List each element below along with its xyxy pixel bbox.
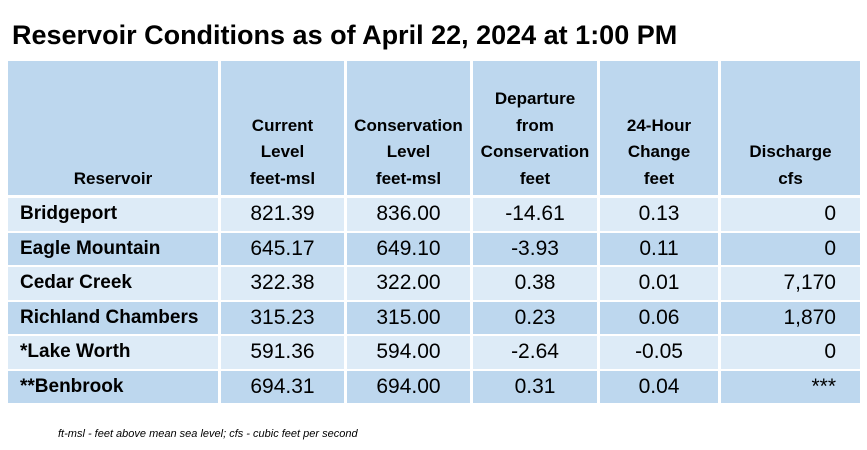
column-header-line: Conservation: [354, 115, 463, 135]
departure-cell: -14.61: [473, 198, 600, 233]
column-header-discharge: Discharge cfs: [721, 61, 860, 198]
reservoir-name-cell: Bridgeport: [8, 198, 221, 233]
table-row: Cedar Creek 322.38 322.00 0.38 0.01 7,17…: [8, 267, 860, 302]
discharge-cell: 0: [721, 232, 860, 267]
conservation-level-cell: 694.00: [347, 370, 473, 405]
current-level-cell: 315.23: [221, 301, 347, 336]
change-cell: -0.05: [600, 336, 721, 371]
departure-cell: 0.23: [473, 301, 600, 336]
page-title: Reservoir Conditions as of April 22, 202…: [12, 20, 678, 50]
column-header-line: Change: [627, 142, 691, 161]
table-row: Eagle Mountain 645.17 649.10 -3.93 0.11 …: [8, 232, 860, 267]
discharge-cell: 1,870: [721, 301, 860, 336]
column-header-unit: feet-msl: [249, 168, 316, 188]
column-header-line: Departure: [494, 89, 576, 108]
current-level-cell: 694.31: [221, 370, 347, 405]
departure-cell: 0.31: [473, 370, 600, 405]
departure-cell: -2.64: [473, 336, 600, 371]
column-header-unit: Reservoir: [73, 168, 153, 188]
change-cell: 0.13: [600, 198, 721, 233]
table-row: Bridgeport 821.39 836.00 -14.61 0.13 0: [8, 198, 860, 233]
column-header-line: Conservation: [480, 142, 590, 161]
reservoir-name-cell: Cedar Creek: [8, 267, 221, 302]
current-level-cell: 645.17: [221, 232, 347, 267]
reservoir-name-cell: Eagle Mountain: [8, 232, 221, 267]
column-header-line: Level: [260, 142, 305, 161]
reservoir-name-cell: **Benbrook: [8, 370, 221, 405]
table-row: **Benbrook 694.31 694.00 0.31 0.04 ***: [8, 370, 860, 405]
column-header-line: Level: [386, 142, 431, 161]
discharge-cell: 0: [721, 336, 860, 371]
change-cell: 0.06: [600, 301, 721, 336]
change-cell: 0.01: [600, 267, 721, 302]
column-header-departure: Departure from Conservation feet: [473, 61, 600, 198]
conservation-level-cell: 315.00: [347, 301, 473, 336]
conservation-level-cell: 836.00: [347, 198, 473, 233]
discharge-cell: 0: [721, 198, 860, 233]
column-header-conservation-level: Conservation Level feet-msl: [347, 61, 473, 198]
current-level-cell: 591.36: [221, 336, 347, 371]
current-level-cell: 821.39: [221, 198, 347, 233]
table-row: *Lake Worth 591.36 594.00 -2.64 -0.05 0: [8, 336, 860, 371]
current-level-cell: 322.38: [221, 267, 347, 302]
column-header-line: Discharge: [749, 142, 832, 161]
column-header-unit: feet: [519, 168, 551, 188]
footnote: ft-msl - feet above mean sea level; cfs …: [58, 428, 358, 440]
column-header-24-hour-change: 24-Hour Change feet: [600, 61, 721, 198]
column-header-line: from: [516, 115, 554, 135]
table-header-row: Reservoir Current Level feet-msl Conserv…: [8, 61, 860, 198]
conservation-level-cell: 649.10: [347, 232, 473, 267]
column-header-unit: feet: [643, 168, 675, 188]
conservation-level-cell: 322.00: [347, 267, 473, 302]
conservation-level-cell: 594.00: [347, 336, 473, 371]
table-row: Richland Chambers 315.23 315.00 0.23 0.0…: [8, 301, 860, 336]
change-cell: 0.04: [600, 370, 721, 405]
column-header-line: 24-Hour: [626, 115, 692, 135]
reservoir-name-cell: Richland Chambers: [8, 301, 221, 336]
reservoir-name-cell: *Lake Worth: [8, 336, 221, 371]
column-header-line: Current: [251, 115, 314, 135]
change-cell: 0.11: [600, 232, 721, 267]
departure-cell: 0.38: [473, 267, 600, 302]
column-header-current-level: Current Level feet-msl: [221, 61, 347, 198]
column-header-unit: cfs: [778, 168, 803, 188]
reservoir-conditions-table: Reservoir Current Level feet-msl Conserv…: [8, 61, 860, 405]
discharge-cell: ***: [721, 370, 860, 405]
column-header-unit: feet-msl: [375, 168, 442, 188]
departure-cell: -3.93: [473, 232, 600, 267]
discharge-cell: 7,170: [721, 267, 860, 302]
column-header-reservoir: Reservoir: [8, 61, 221, 198]
